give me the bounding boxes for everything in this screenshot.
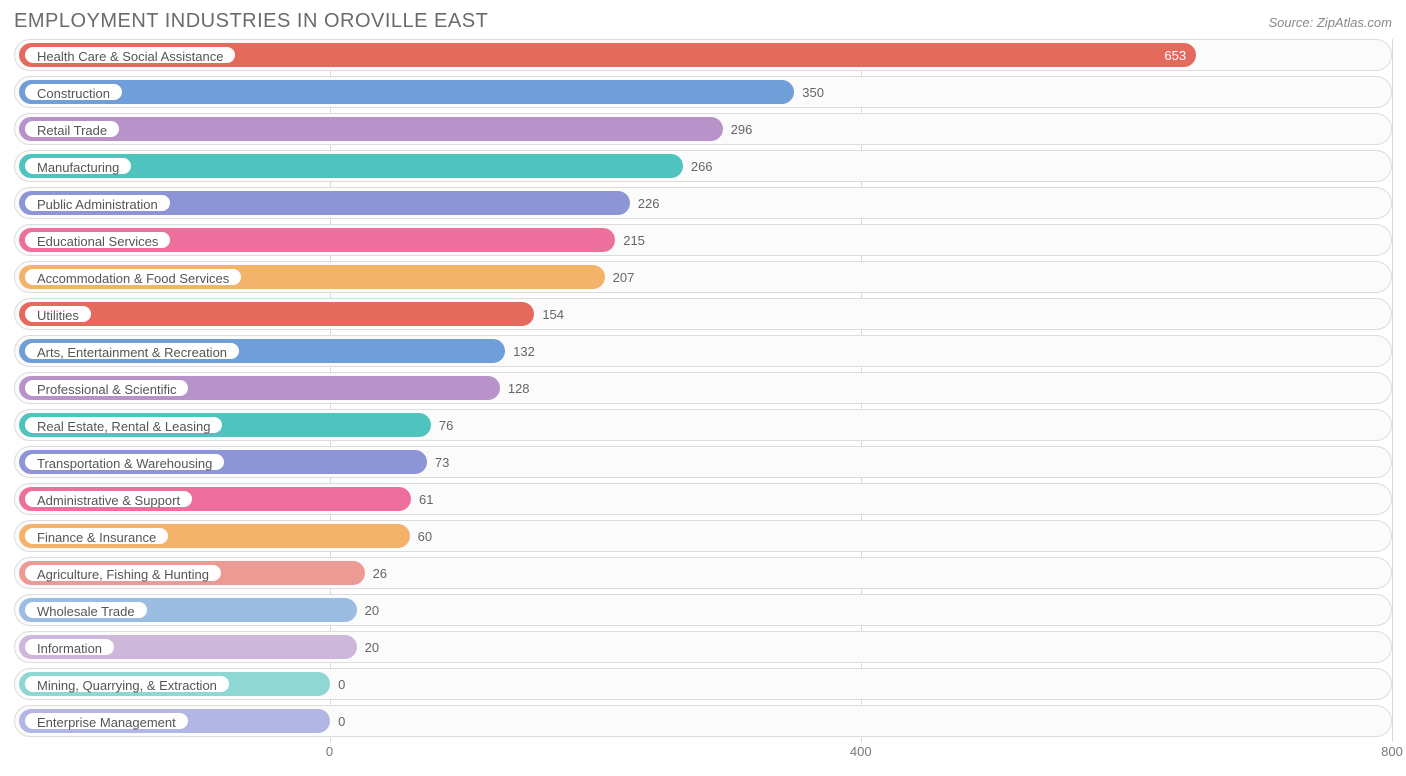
value-label: 132 (513, 336, 535, 367)
value-label: 296 (731, 114, 753, 145)
value-label: 128 (508, 373, 530, 404)
category-pill: Transportation & Warehousing (23, 452, 226, 472)
chart-area: Health Care & Social Assistance 653 Constr… (14, 39, 1392, 764)
value-label: 350 (802, 77, 824, 108)
axis-tick: 400 (850, 744, 872, 759)
axis-tick: 0 (326, 744, 333, 759)
category-pill: Arts, Entertainment & Recreation (23, 341, 241, 361)
category-pill: Real Estate, Rental & Leasing (23, 415, 224, 435)
bar-row: Retail Trade 296 (14, 113, 1392, 145)
bar-row: Health Care & Social Assistance 653 (14, 39, 1392, 71)
category-pill: Health Care & Social Assistance (23, 45, 237, 65)
bar-row: Wholesale Trade 20 (14, 594, 1392, 626)
value-label: 26 (373, 558, 387, 589)
source-prefix: Source: (1268, 15, 1316, 30)
category-pill: Mining, Quarrying, & Extraction (23, 674, 231, 694)
bar-row: Transportation & Warehousing 73 (14, 446, 1392, 478)
bar-row: Administrative & Support 61 (14, 483, 1392, 515)
bar-row: Construction 350 (14, 76, 1392, 108)
chart-header: EMPLOYMENT INDUSTRIES IN OROVILLE EAST S… (14, 10, 1392, 33)
value-label: 0 (338, 706, 345, 737)
bar-fill (19, 117, 723, 141)
bar-fill (19, 80, 794, 104)
category-pill: Enterprise Management (23, 711, 190, 731)
category-pill: Finance & Insurance (23, 526, 170, 546)
bar-row: Professional & Scientific 128 (14, 372, 1392, 404)
bar-row: Accommodation & Food Services 207 (14, 261, 1392, 293)
bar-row: Information 20 (14, 631, 1392, 663)
value-label: 653 (1164, 40, 1186, 71)
bar-row: Enterprise Management 0 (14, 705, 1392, 737)
value-label: 215 (623, 225, 645, 256)
bar-row: Arts, Entertainment & Recreation 132 (14, 335, 1392, 367)
bar-row: Utilities 154 (14, 298, 1392, 330)
category-pill: Information (23, 637, 116, 657)
category-pill: Professional & Scientific (23, 378, 190, 398)
category-pill: Public Administration (23, 193, 172, 213)
x-axis: 0400800 (14, 742, 1392, 764)
chart-source: Source: ZipAtlas.com (1268, 15, 1392, 30)
value-label: 61 (419, 484, 433, 515)
category-pill: Construction (23, 82, 124, 102)
category-pill: Educational Services (23, 230, 172, 250)
category-pill: Manufacturing (23, 156, 133, 176)
value-label: 207 (613, 262, 635, 293)
chart-title: EMPLOYMENT INDUSTRIES IN OROVILLE EAST (14, 10, 488, 33)
axis-tick: 800 (1381, 744, 1403, 759)
category-pill: Retail Trade (23, 119, 121, 139)
value-label: 60 (418, 521, 432, 552)
value-label: 154 (542, 299, 564, 330)
value-label: 20 (365, 632, 379, 663)
category-pill: Administrative & Support (23, 489, 194, 509)
category-pill: Accommodation & Food Services (23, 267, 243, 287)
value-label: 0 (338, 669, 345, 700)
value-label: 226 (638, 188, 660, 219)
value-label: 73 (435, 447, 449, 478)
bar-row: Agriculture, Fishing & Hunting 26 (14, 557, 1392, 589)
grid-line (1392, 39, 1393, 742)
value-label: 76 (439, 410, 453, 441)
value-label: 266 (691, 151, 713, 182)
bar-row: Mining, Quarrying, & Extraction 0 (14, 668, 1392, 700)
value-label: 20 (365, 595, 379, 626)
bar-row: Educational Services 215 (14, 224, 1392, 256)
bar-row: Manufacturing 266 (14, 150, 1392, 182)
category-pill: Utilities (23, 304, 93, 324)
bar-row: Real Estate, Rental & Leasing 76 (14, 409, 1392, 441)
category-pill: Agriculture, Fishing & Hunting (23, 563, 223, 583)
bar-row: Public Administration 226 (14, 187, 1392, 219)
bar-fill (19, 302, 534, 326)
bar-row: Finance & Insurance 60 (14, 520, 1392, 552)
chart-rows: Health Care & Social Assistance 653 Constr… (14, 39, 1392, 737)
source-name: ZipAtlas.com (1317, 15, 1392, 30)
category-pill: Wholesale Trade (23, 600, 149, 620)
